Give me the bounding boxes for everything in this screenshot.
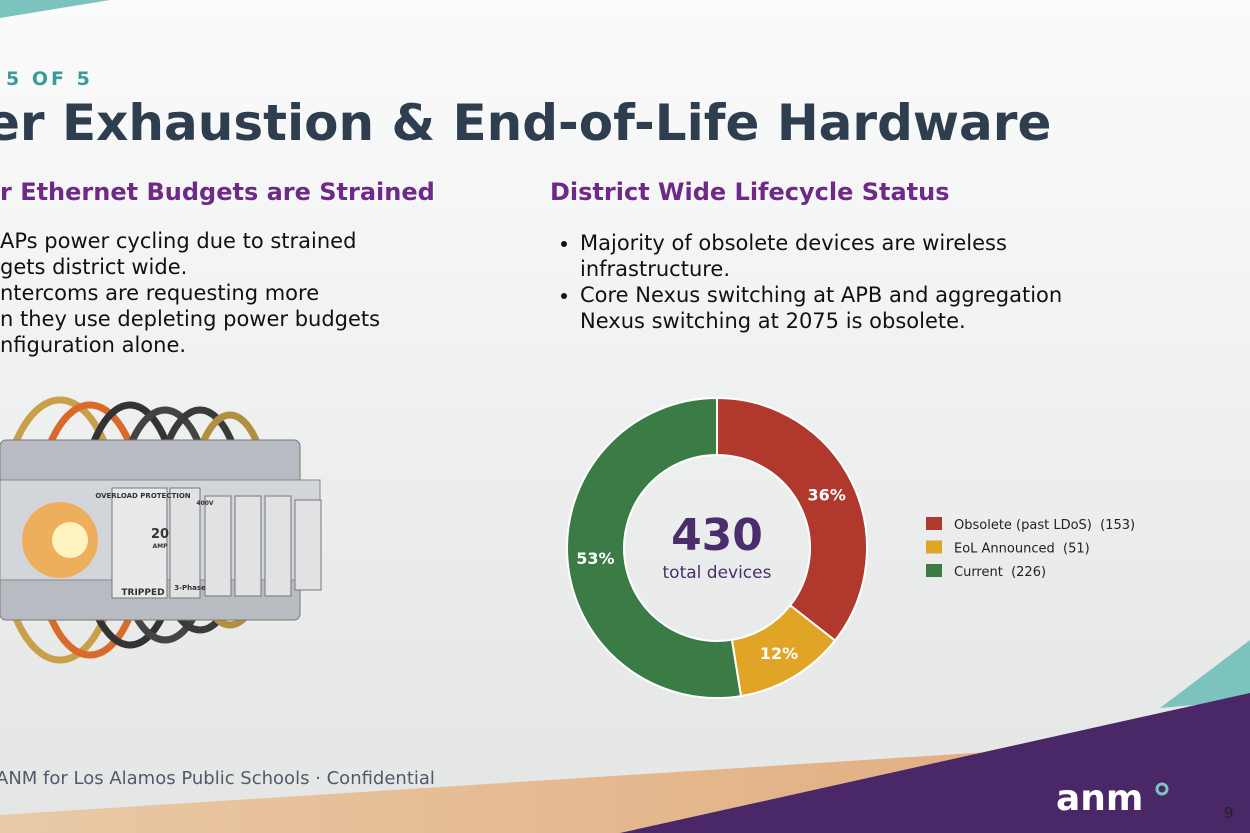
slice-label: 36% bbox=[808, 486, 846, 505]
legend-label: Obsolete (past LDoS) (153) bbox=[954, 518, 1135, 533]
purple-band bbox=[620, 693, 1250, 833]
slice-label: 12% bbox=[760, 644, 798, 663]
text-line: nfiguration alone. bbox=[0, 333, 187, 357]
image-label: 400V bbox=[196, 500, 214, 507]
slide-title: er Exhaustion & End-of-Life Hardware bbox=[0, 94, 1052, 152]
center-label: total devices bbox=[663, 563, 772, 583]
legend-swatch bbox=[926, 564, 942, 577]
text-line: n they use depleting power budgets bbox=[0, 307, 381, 331]
corner-accent bbox=[0, 0, 110, 18]
image-label: TRIPPED bbox=[121, 588, 164, 598]
page-number: 9 bbox=[1224, 804, 1234, 822]
slice-label: 53% bbox=[576, 549, 614, 568]
right-heading: District Wide Lifecycle Status bbox=[550, 178, 950, 206]
image-label: 20 bbox=[151, 527, 169, 542]
legend-swatch bbox=[926, 540, 942, 554]
logo-dot bbox=[1155, 782, 1169, 796]
text-line: ntercoms are requesting more bbox=[0, 281, 320, 305]
image-label: 3-Phase bbox=[174, 584, 206, 592]
image-label: AMP bbox=[152, 543, 168, 550]
image-label: OVERLOAD PROTECTION bbox=[95, 492, 190, 500]
legend-label: Current (226) bbox=[954, 565, 1046, 580]
logo: anm bbox=[1056, 778, 1144, 819]
right-bullets: Majority of obsolete devices are wireles… bbox=[556, 230, 1080, 334]
legend-swatch bbox=[926, 517, 942, 530]
donut-slice bbox=[716, 396, 868, 642]
bullet: Core Nexus switching at APB and aggregat… bbox=[580, 282, 1080, 334]
footer-text: ANM for Los Alamos Public Schools · Conf… bbox=[0, 768, 435, 789]
eyebrow: 5 OF 5 bbox=[6, 68, 93, 90]
left-heading: r Ethernet Budgets are Strained bbox=[0, 178, 435, 206]
text-line: APs power cycling due to strained bbox=[0, 229, 357, 253]
bullet: Majority of obsolete devices are wireles… bbox=[580, 230, 1080, 282]
legend-label: EoL Announced (51) bbox=[954, 542, 1090, 557]
text-line: gets district wide. bbox=[0, 255, 188, 279]
breaker-image bbox=[0, 396, 322, 664]
teal-accent bbox=[1160, 640, 1250, 708]
donut-slice bbox=[566, 396, 743, 699]
center-value: 430 bbox=[671, 510, 763, 561]
